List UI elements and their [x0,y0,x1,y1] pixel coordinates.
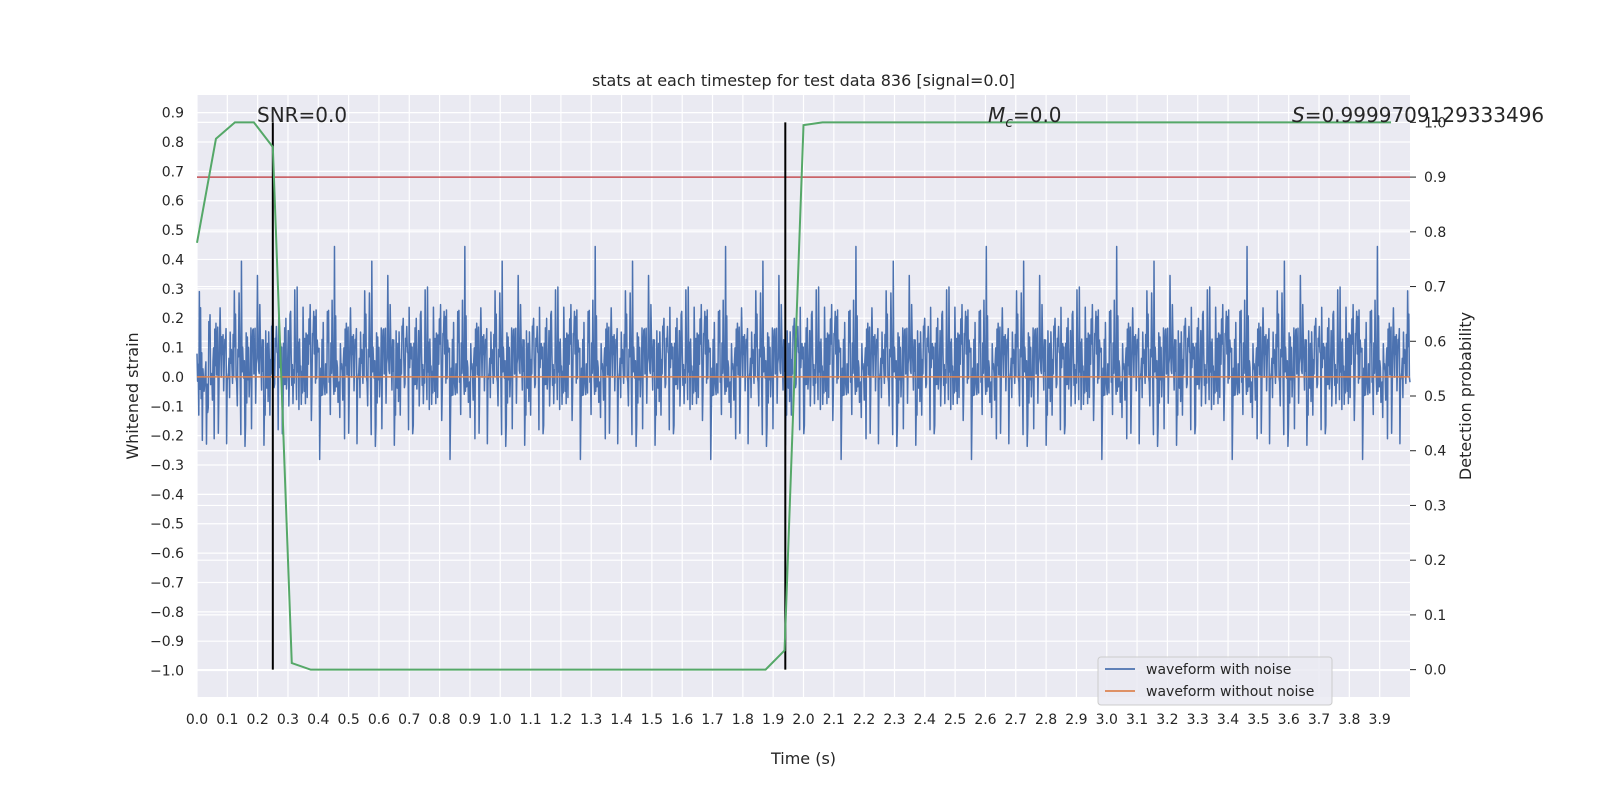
y-axis-left-label: Whitened strain [123,332,142,459]
x-tick-label: 1.9 [762,712,784,728]
y-left-tick-label: 0.6 [162,194,184,210]
x-tick-label: 3.0 [1096,712,1118,728]
x-axis-label: Time (s) [770,749,836,768]
x-tick-label: 0.2 [247,712,269,728]
x-tick-label: 3.9 [1369,712,1391,728]
legend-label-waveform-with-noise: waveform with noise [1146,662,1291,678]
x-tick-label: 2.5 [944,712,966,728]
y-right-tick-label: 0.2 [1424,553,1446,569]
x-tick-label: 0.9 [459,712,481,728]
annotation-mc-subscript: c [1005,115,1013,131]
y-left-tick-label: −0.4 [150,487,184,503]
x-tick-label: 3.7 [1308,712,1330,728]
x-tick-label: 2.1 [823,712,845,728]
x-tick-label: 0.6 [368,712,390,728]
y-left-tick-label: 0.1 [162,341,184,357]
x-tick-label: 3.6 [1278,712,1300,728]
x-tick-label: 1.3 [580,712,602,728]
y-left-tick-label: −1.0 [150,664,184,680]
x-tick-label: 1.5 [641,712,663,728]
y-axis-right-label: Detection probability [1456,312,1475,480]
y-right-tick-label: 0.9 [1424,170,1446,186]
y-left-tick-label: 0.8 [162,135,184,151]
y-left-tick-labels: 0.9 0.8 0.7 0.6 0.5 0.4 0.3 0.2 0.1 0.0 −0.1 −0.2 −0… [150,106,184,680]
x-tick-label: 2.0 [792,712,814,728]
x-tick-label: 0.4 [307,712,329,728]
x-tick-label: 2.7 [1005,712,1027,728]
x-tick-label: 3.3 [1187,712,1209,728]
x-tick-label: 3.4 [1217,712,1239,728]
y-right-tick-label: 0.8 [1424,225,1446,241]
x-tick-label: 1.1 [519,712,541,728]
annotation-score: S=0.9999709129333496 [1292,103,1544,127]
x-tick-label: 0.3 [277,712,299,728]
x-tick-label: 3.2 [1156,712,1178,728]
y-left-tick-label: −0.5 [150,517,184,533]
legend: waveform with noise waveform without noi… [1097,656,1333,706]
y-left-tick-label: 0.2 [162,311,184,327]
x-tick-label: 2.6 [974,712,996,728]
x-tick-label: 2.2 [853,712,875,728]
series-waveform-with-noise [196,245,1411,461]
annotation-s-value: =0.9999709129333496 [1305,103,1544,127]
x-tick-label: 2.9 [1065,712,1087,728]
y-right-tick-label: 0.6 [1424,334,1446,350]
x-tick-label: 1.8 [732,712,754,728]
x-tick-label: 1.2 [550,712,572,728]
x-tick-label: 0.7 [398,712,420,728]
legend-box [1097,656,1333,706]
y-right-tick-label: 0.7 [1424,280,1446,296]
x-tick-label: 2.3 [883,712,905,728]
line-detection-probability [196,121,1392,671]
y-left-tick-label: −0.2 [150,429,184,445]
y-left-tick-label: 0.7 [162,164,184,180]
annotation-chirp-mass: Mc=0.0 [988,103,1062,131]
x-tick-label: 0.0 [186,712,208,728]
chart-title: stats at each timestep for test data 836… [592,71,1015,90]
y-right-tick-labels: 1.0 0.9 0.8 0.7 0.6 0.5 0.4 0.3 0.2 0.1 0.0 [1410,115,1446,679]
annotation-mc-value: =0.0 [1013,103,1062,127]
y-left-tick-label: −0.1 [150,399,184,415]
annotation-snr: SNR=0.0 [257,103,347,127]
y-left-tick-label: 0.0 [162,370,184,386]
x-tick-label: 0.8 [428,712,450,728]
y-left-tick-label: −0.7 [150,575,184,591]
x-tick-label: 1.6 [671,712,693,728]
y-left-tick-label: 0.9 [162,106,184,122]
y-right-tick-label: 0.4 [1424,444,1446,460]
y-left-tick-label: 0.5 [162,223,184,239]
x-tick-label: 0.5 [337,712,359,728]
vertical-markers [271,122,787,670]
y-right-tick-label: 0.5 [1424,389,1446,405]
x-tick-labels: 0.0 0.1 0.2 0.3 0.4 0.5 0.6 0.7 0.8 0.9 1.0 1.1 1.2 1… [186,712,1391,728]
y-left-tick-label: 0.3 [162,282,184,298]
y-left-tick-label: −0.3 [150,458,184,474]
x-tick-label: 2.4 [914,712,936,728]
x-tick-label: 1.7 [701,712,723,728]
x-tick-label: 0.1 [216,712,238,728]
y-right-tick-label: 0.0 [1424,663,1446,679]
legend-label-waveform-without-noise: waveform without noise [1146,684,1314,700]
y-right-tick-label: 1.0 [1424,115,1446,131]
x-tick-label: 3.5 [1247,712,1269,728]
line-waveform-with-noise [196,245,1411,461]
y-right-tick-label: 0.1 [1424,608,1446,624]
y-left-tick-label: −0.6 [150,546,184,562]
y-left-tick-label: 0.4 [162,252,184,268]
y-right-tick-label: 0.3 [1424,498,1446,514]
x-tick-label: 3.8 [1338,712,1360,728]
y-left-tick-label: −0.9 [150,634,184,650]
x-tick-label: 1.0 [489,712,511,728]
annotation-mc-symbol: M [988,103,1005,127]
y-left-tick-label: −0.8 [150,605,184,621]
x-tick-label: 1.4 [610,712,632,728]
x-tick-label: 2.8 [1035,712,1057,728]
series-detection-probability [196,121,1392,671]
annotation-s-symbol: S [1292,103,1305,127]
x-tick-label: 3.1 [1126,712,1148,728]
